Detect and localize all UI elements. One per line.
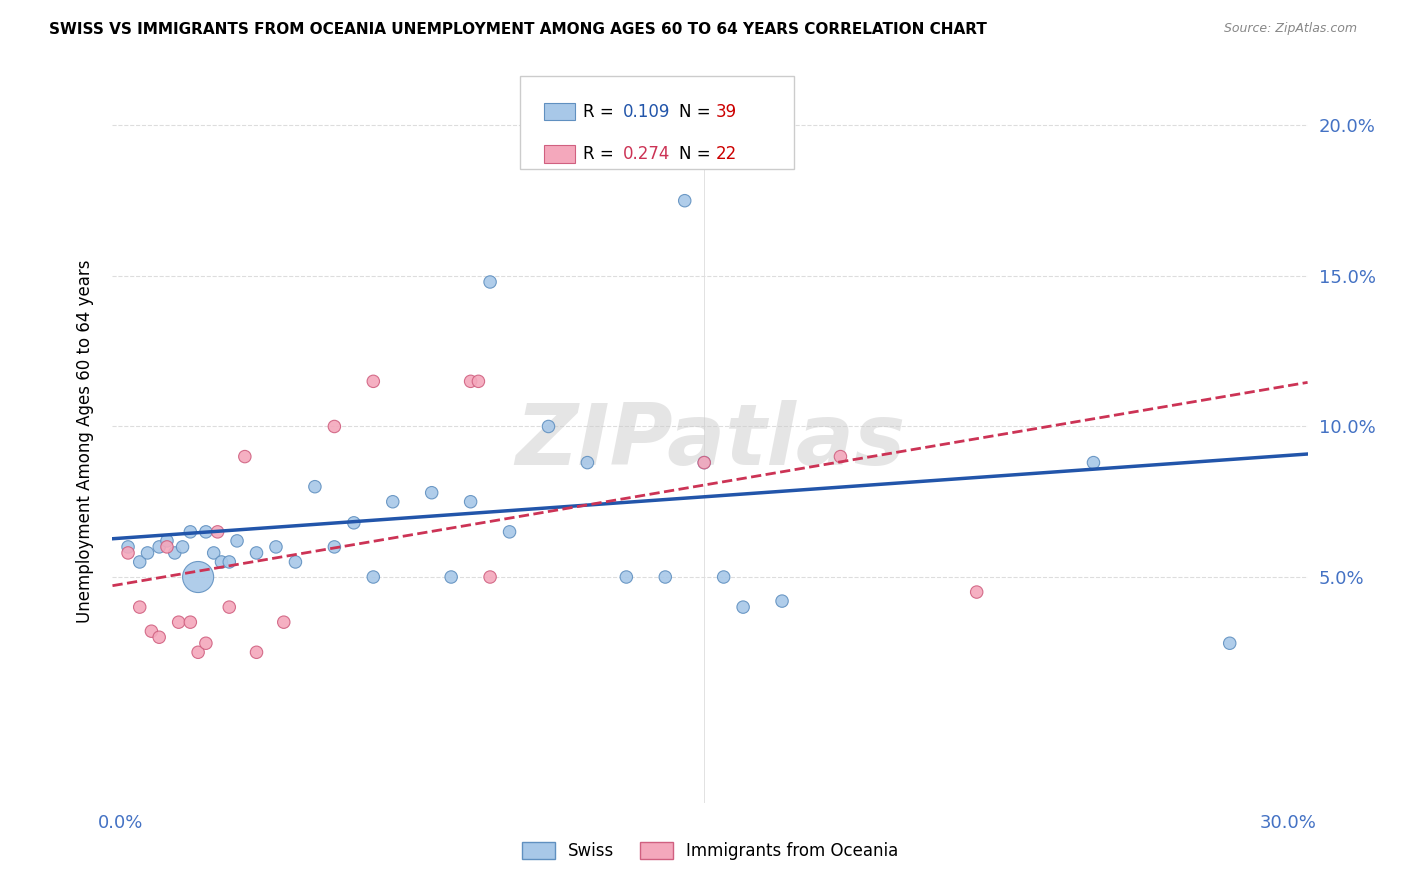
Text: 0.274: 0.274	[623, 145, 671, 163]
Text: N =: N =	[679, 145, 716, 163]
Point	[194, 524, 217, 539]
Point	[498, 524, 520, 539]
Point	[117, 546, 139, 560]
Point	[323, 540, 346, 554]
Point	[830, 450, 852, 464]
Point	[167, 615, 190, 630]
Point	[163, 546, 186, 560]
Point	[218, 600, 240, 615]
Point	[673, 194, 696, 208]
Point	[245, 645, 267, 659]
Point	[614, 570, 637, 584]
Point	[233, 450, 256, 464]
Point	[284, 555, 307, 569]
Text: R =: R =	[583, 145, 620, 163]
Text: N =: N =	[679, 103, 716, 120]
Text: 39: 39	[716, 103, 737, 120]
Point	[479, 570, 502, 584]
Point	[179, 615, 201, 630]
Point	[479, 275, 502, 289]
Point	[460, 374, 482, 388]
Point	[218, 555, 240, 569]
Point	[420, 485, 443, 500]
Point	[685, 148, 707, 162]
Point	[460, 494, 482, 508]
Point	[363, 374, 385, 388]
Point	[136, 546, 159, 560]
Point	[245, 546, 267, 560]
Text: SWISS VS IMMIGRANTS FROM OCEANIA UNEMPLOYMENT AMONG AGES 60 TO 64 YEARS CORRELAT: SWISS VS IMMIGRANTS FROM OCEANIA UNEMPLO…	[49, 22, 987, 37]
Point	[381, 494, 404, 508]
Point	[194, 636, 217, 650]
Point	[179, 524, 201, 539]
Point	[576, 456, 599, 470]
Point	[733, 600, 755, 615]
Point	[148, 630, 170, 644]
Point	[1083, 456, 1105, 470]
Y-axis label: Unemployment Among Ages 60 to 64 years: Unemployment Among Ages 60 to 64 years	[76, 260, 94, 624]
Point	[440, 570, 463, 584]
Point	[172, 540, 194, 554]
Point	[713, 570, 735, 584]
Text: 0.109: 0.109	[623, 103, 671, 120]
Point	[654, 570, 676, 584]
Point	[141, 624, 163, 639]
Text: Source: ZipAtlas.com: Source: ZipAtlas.com	[1223, 22, 1357, 36]
Point	[128, 600, 150, 615]
Point	[693, 456, 716, 470]
Point	[264, 540, 287, 554]
Text: R =: R =	[583, 103, 620, 120]
Text: 22: 22	[716, 145, 737, 163]
Point	[363, 570, 385, 584]
Point	[187, 570, 209, 584]
Point	[770, 594, 793, 608]
Point	[148, 540, 170, 554]
Point	[1219, 636, 1241, 650]
Point	[117, 540, 139, 554]
Point	[467, 374, 489, 388]
Point	[304, 480, 326, 494]
Legend: Swiss, Immigrants from Oceania: Swiss, Immigrants from Oceania	[515, 835, 905, 867]
Point	[187, 645, 209, 659]
Point	[537, 419, 560, 434]
Point	[211, 555, 233, 569]
Point	[207, 524, 229, 539]
Point	[966, 585, 988, 599]
Point	[226, 533, 249, 548]
Point	[128, 555, 150, 569]
Point	[693, 456, 716, 470]
Point	[343, 516, 366, 530]
Point	[202, 546, 225, 560]
Text: ZIPatlas: ZIPatlas	[515, 400, 905, 483]
Point	[156, 540, 179, 554]
Point	[323, 419, 346, 434]
Point	[273, 615, 295, 630]
Point	[156, 533, 179, 548]
